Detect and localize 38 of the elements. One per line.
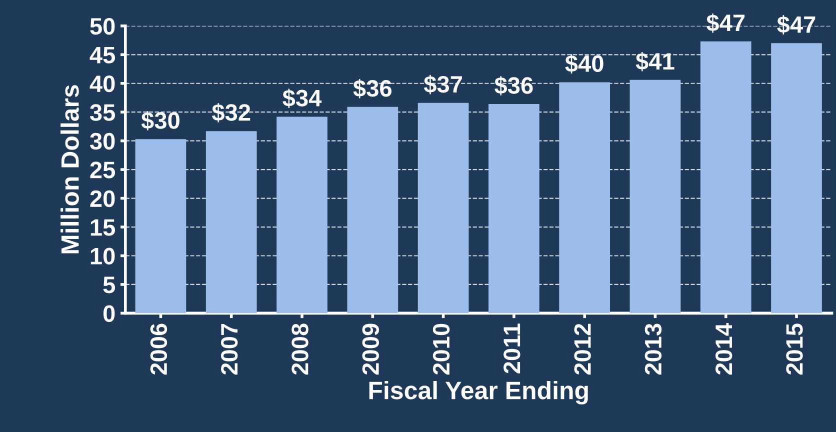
x-tick-label: 2008 <box>292 324 308 375</box>
data-label: $36 <box>353 78 392 98</box>
x-tick-label: 2012 <box>574 324 591 375</box>
y-axis-title: Million Dollars <box>60 85 79 254</box>
x-tick-label: 2010 <box>432 324 450 375</box>
y-tick-label: 15 <box>90 219 116 236</box>
data-label: $40 <box>565 54 604 74</box>
x-tick-label: 2015 <box>786 324 803 375</box>
bar <box>135 139 186 314</box>
y-tick-label: 0 <box>103 305 115 322</box>
x-tick-label: 2013 <box>644 324 662 375</box>
bar <box>559 82 610 314</box>
x-tick-label: 2007 <box>220 324 238 375</box>
data-label: $41 <box>636 52 674 72</box>
bar <box>771 43 822 314</box>
x-tick-label: 2014 <box>715 323 732 375</box>
bar <box>488 104 540 314</box>
bar <box>418 102 469 314</box>
x-tick-label: 2006 <box>150 324 168 375</box>
bar <box>347 106 398 314</box>
data-label: $34 <box>282 88 322 108</box>
y-tick-label: 45 <box>90 46 116 64</box>
y-tick-label: 25 <box>90 162 116 178</box>
y-tick-label: 20 <box>90 190 115 208</box>
y-tick-label: 5 <box>103 276 116 294</box>
y-tick-label: 35 <box>90 104 116 121</box>
x-tick-label: 2009 <box>362 324 379 375</box>
x-tick-label: 2011 <box>504 324 520 374</box>
y-tick-label: 30 <box>90 132 115 150</box>
y-tick-label: 50 <box>90 18 115 35</box>
bar <box>276 116 328 314</box>
bar <box>206 131 257 314</box>
bar <box>630 80 681 314</box>
bar <box>700 41 752 314</box>
x-axis-title: Fiscal Year Ending <box>369 381 588 404</box>
y-tick-label: 10 <box>90 248 115 265</box>
y-tick-label: 40 <box>90 75 115 92</box>
data-label: $30 <box>141 111 180 130</box>
